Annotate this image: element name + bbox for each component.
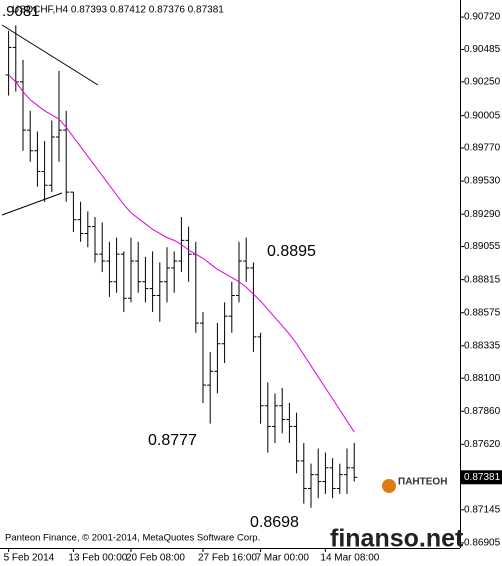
trend-line (1, 24, 99, 86)
y-tick-label: 0.87620 (464, 439, 501, 450)
y-tick-label: 0.89770 (464, 143, 501, 154)
x-tick-label: 14 Mar 08:00 (320, 553, 379, 564)
annotation: 0.8777 (148, 432, 197, 449)
y-tick-label: 0.88335 (464, 340, 501, 351)
x-tick-label: 5 Feb 2014 (4, 553, 55, 564)
y-tick-label: 0.89530 (464, 176, 501, 187)
y-tick-label: 0.89055 (464, 241, 501, 252)
x-tick-label: 27 Feb 16:00 (198, 553, 257, 564)
y-tick-label: 0.90720 (464, 12, 501, 23)
y-tick-label: 0.88575 (464, 307, 501, 318)
annotation: 0.8895 (267, 243, 316, 260)
logo: ПАНТЕОН (398, 477, 447, 488)
chart-title: USDCHF,H4 0.87393 0.87412 0.87376 0.8738… (12, 5, 224, 16)
x-tick-label: 20 Feb 08:00 (126, 553, 185, 564)
x-tick-label: 13 Feb 00:00 (68, 553, 127, 564)
y-tick-label: 0.90250 (464, 77, 501, 88)
y-tick-label: 0.86905 (464, 538, 501, 549)
copyright: Panteon Finance, © 2001-2014, MetaQuotes… (5, 533, 260, 544)
x-tick-label: 7 Mar 00:00 (256, 553, 310, 564)
y-tick-label: 0.87860 (464, 406, 501, 417)
y-tick-label: 0.88815 (464, 274, 501, 285)
y-tick-label: 0.87145 (464, 504, 501, 515)
price-tag-label: 0.87381 (464, 472, 501, 483)
y-tick-label: 0.89290 (464, 209, 501, 220)
trend-line (1, 192, 63, 216)
y-tick-label: 0.90485 (464, 44, 501, 55)
corner-label: .9081 (2, 3, 40, 20)
price-tag (461, 470, 502, 485)
logo-icon (382, 479, 396, 493)
y-tick-label: 0.88100 (464, 373, 501, 384)
watermark: finanso.net (330, 525, 464, 553)
moving-average (8, 74, 355, 433)
annotation: 0.8698 (250, 514, 299, 531)
y-tick-label: 0.90005 (464, 110, 501, 121)
